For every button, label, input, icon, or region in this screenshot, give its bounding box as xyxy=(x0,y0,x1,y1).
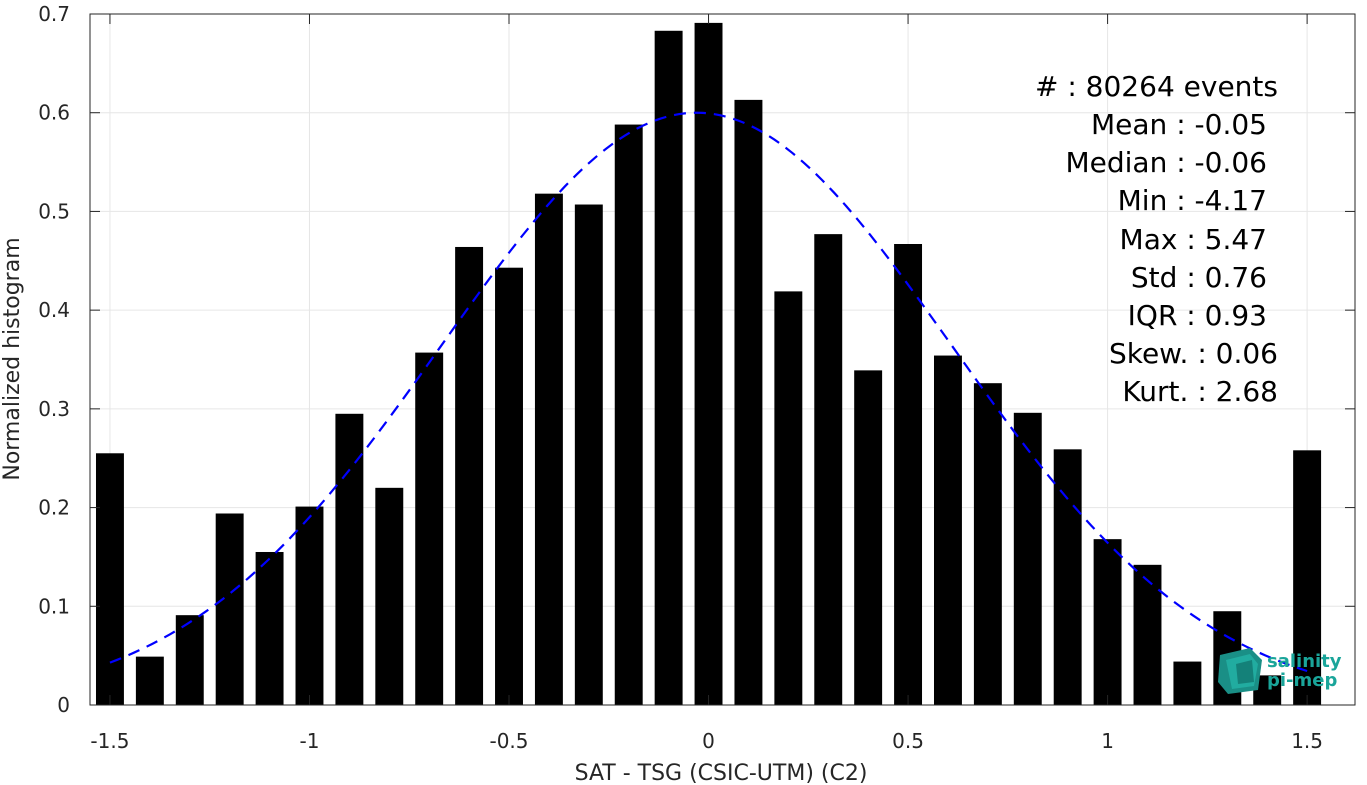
stat-count: # : 80264 events xyxy=(1035,70,1278,103)
logo-line1: salinity xyxy=(1267,651,1342,672)
x-axis-label: SAT - TSG (CSIC-UTM) (C2) xyxy=(575,761,868,785)
histogram-bar xyxy=(814,234,843,705)
stat-mean: Mean : -0.05 xyxy=(1091,108,1267,141)
stat-std: Std : 0.76 xyxy=(1131,261,1267,294)
histogram-bar xyxy=(774,291,803,705)
stat-skew: Skew. : 0.06 xyxy=(1109,337,1278,370)
y-tick-label: 0.7 xyxy=(38,2,70,26)
histogram-bar xyxy=(654,30,683,705)
stat-iqr: IQR : 0.93 xyxy=(1128,299,1267,332)
histogram-bar xyxy=(614,124,643,705)
histogram-bar xyxy=(495,267,523,705)
histogram-bars xyxy=(95,22,1322,706)
logo-line2: pi-mep xyxy=(1267,670,1337,691)
histogram-bar xyxy=(255,551,284,705)
salinity-pi-mep-logo: salinity pi-mep xyxy=(1218,648,1342,694)
histogram-bar xyxy=(135,656,164,705)
x-tick-label: -1.5 xyxy=(90,729,129,753)
y-tick-label: 0.2 xyxy=(38,496,70,520)
stat-kurt: Kurt. : 2.68 xyxy=(1122,375,1278,408)
histogram-bar xyxy=(933,355,962,705)
gaussian-fit-curve xyxy=(109,111,1308,673)
y-tick-label: 0.6 xyxy=(38,101,70,125)
histogram-bar xyxy=(1053,449,1082,705)
stat-min: Min : -4.17 xyxy=(1118,184,1267,217)
stat-max: Max : 5.47 xyxy=(1120,223,1267,256)
axes-box xyxy=(89,13,1356,706)
statistics-annotation: # : 80264 events Mean : -0.05 Median : -… xyxy=(1035,70,1278,408)
histogram-bar xyxy=(335,413,364,705)
histogram-bar xyxy=(534,193,563,705)
x-tick-label: -1 xyxy=(300,729,320,753)
y-tick-label: 0.5 xyxy=(38,199,70,223)
histogram-bar xyxy=(1093,539,1122,705)
y-tick-label: 0.4 xyxy=(38,298,70,322)
histogram-bar xyxy=(215,513,244,705)
histogram-bar xyxy=(295,506,324,705)
histogram-bar xyxy=(1173,661,1202,705)
histogram-bar xyxy=(694,22,723,706)
histogram-bar xyxy=(1293,450,1322,705)
y-tick-label: 0 xyxy=(57,693,70,717)
x-tick-label: 1.5 xyxy=(1291,729,1323,753)
histogram-bar xyxy=(375,487,404,705)
histogram-bar xyxy=(973,383,1002,705)
x-tick-label: -0.5 xyxy=(489,729,528,753)
histogram-bar xyxy=(455,246,484,706)
histogram-bar xyxy=(1013,412,1042,705)
x-tick-label: 0.5 xyxy=(892,729,924,753)
axis-ticks: -1.5 -1 -0.5 0 0.5 1 1.5 0 0.1 0.2 0.3 0.4 0.5 0.6 0.7 xyxy=(38,2,1355,753)
histogram-bar xyxy=(175,615,204,705)
histogram-bar xyxy=(415,352,444,705)
histogram-bar xyxy=(854,370,883,705)
histogram-bar xyxy=(734,99,763,706)
x-tick-label: 0 xyxy=(702,729,715,753)
y-tick-label: 0.1 xyxy=(38,594,70,618)
stat-median: Median : -0.06 xyxy=(1065,146,1267,179)
histogram-bar xyxy=(1133,564,1162,705)
histogram-bar xyxy=(894,244,923,706)
x-tick-label: 1 xyxy=(1101,729,1114,753)
histogram-bar xyxy=(95,453,124,705)
y-axis-label: Normalized histogram xyxy=(0,237,25,480)
y-tick-label: 0.3 xyxy=(38,397,70,421)
histogram-bar xyxy=(574,204,603,706)
logo-cube-icon xyxy=(1218,648,1262,694)
